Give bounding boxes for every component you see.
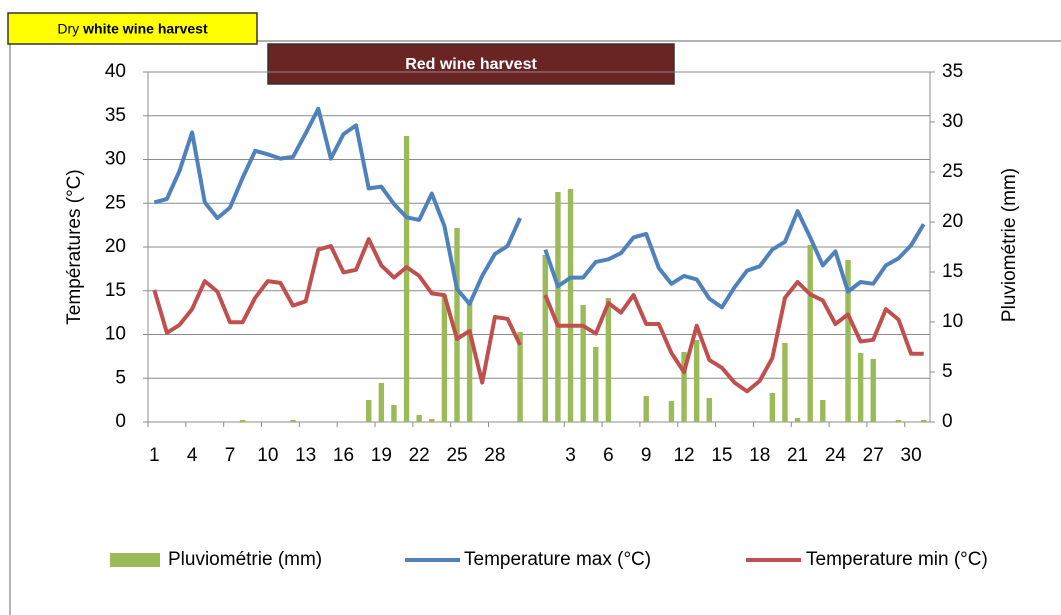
annotation-text: Dry white wine harvest <box>57 20 208 36</box>
y-tick-label: 40 <box>105 61 126 82</box>
y2-tick-label: 5 <box>942 361 953 382</box>
legend-swatch <box>110 553 160 567</box>
x-tick-label: 21 <box>787 445 808 466</box>
legend-label: Temperature min (°C) <box>806 549 988 570</box>
bar <box>290 420 296 422</box>
bar <box>845 260 851 422</box>
y2-axis-title: Pluviométrie (mm) <box>999 168 1020 322</box>
x-tick-label: 28 <box>484 445 505 466</box>
bar <box>366 400 372 422</box>
x-tick-label: 7 <box>225 445 236 466</box>
bar <box>820 400 826 422</box>
x-tick-label: 15 <box>711 445 732 466</box>
bar <box>391 405 397 422</box>
x-tick-label: 19 <box>371 445 392 466</box>
bar <box>857 353 864 422</box>
x-tick-label: 10 <box>257 445 278 466</box>
y2-tick-label: 30 <box>942 111 963 132</box>
annotation-part: Red wine harvest <box>405 56 537 73</box>
bar <box>794 418 801 422</box>
bar <box>769 393 776 422</box>
annotation-part: white wine harvest <box>82 20 208 36</box>
x-tick-label: 6 <box>603 445 614 466</box>
y-tick-label: 30 <box>105 149 126 170</box>
bar <box>580 305 586 422</box>
x-tick-label: 3 <box>565 445 576 466</box>
y2-tick-label: 10 <box>942 311 963 332</box>
x-tick-label: 4 <box>187 445 198 466</box>
x-tick-label: 9 <box>641 445 652 466</box>
line <box>152 237 924 394</box>
bar <box>555 192 561 422</box>
y-tick-label: 20 <box>105 236 126 257</box>
y2-tick-label: 0 <box>942 411 953 432</box>
bar <box>441 295 448 422</box>
annotation-text: Red wine harvest <box>405 56 537 73</box>
bar <box>605 298 612 422</box>
bar <box>807 245 813 422</box>
bar <box>668 401 675 422</box>
bar <box>429 419 435 422</box>
bar <box>239 420 246 422</box>
legend-label: Pluviométrie (mm) <box>168 549 322 570</box>
y2-tick-label: 35 <box>942 61 963 82</box>
y-tick-label: 5 <box>115 367 126 388</box>
bar <box>593 347 599 422</box>
y-axis-title: Températures (°C) <box>64 169 85 324</box>
bar <box>454 228 460 422</box>
y2-tick-label: 20 <box>942 211 963 232</box>
annotation-box <box>7 12 258 45</box>
legend-label: Temperature max (°C) <box>464 549 651 570</box>
y-tick-label: 10 <box>105 324 126 345</box>
bar <box>706 398 712 422</box>
bar <box>542 255 549 422</box>
x-tick-label: 24 <box>825 445 847 466</box>
bar <box>693 340 700 422</box>
y-tick-label: 35 <box>105 105 126 126</box>
x-tick-label: 18 <box>749 445 770 466</box>
bar <box>920 420 927 422</box>
x-tick-label: 13 <box>295 445 316 466</box>
annotation-part: Dry <box>57 20 79 36</box>
y2-tick-label: 15 <box>942 261 963 282</box>
bar <box>517 332 523 422</box>
bar <box>681 352 687 422</box>
y-tick-label: 25 <box>105 192 126 213</box>
bar <box>643 396 649 422</box>
annotation-box <box>267 43 675 85</box>
bar <box>466 300 473 422</box>
x-tick-label: 27 <box>863 445 884 466</box>
x-tick-label: 30 <box>901 445 922 466</box>
line <box>153 106 926 310</box>
y-tick-label: 0 <box>115 411 126 432</box>
x-tick-label: 16 <box>333 445 354 466</box>
bar <box>782 343 788 422</box>
bar <box>895 420 902 422</box>
y-tick-label: 15 <box>105 280 126 301</box>
x-tick-label: 1 <box>149 445 160 466</box>
bar <box>870 359 876 422</box>
bar <box>567 189 574 422</box>
bar <box>403 136 410 422</box>
bar <box>416 415 422 422</box>
x-tick-label: 12 <box>673 445 694 466</box>
x-tick-label: 22 <box>409 445 430 466</box>
x-tick-label: 25 <box>446 445 467 466</box>
bar <box>378 383 385 422</box>
y2-tick-label: 25 <box>942 161 963 182</box>
